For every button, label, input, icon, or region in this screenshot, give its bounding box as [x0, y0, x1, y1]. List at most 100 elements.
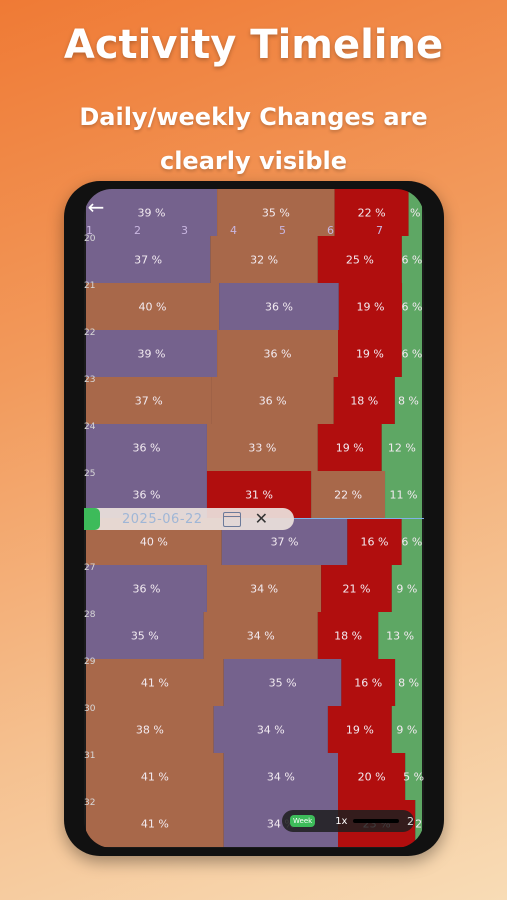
segment-green	[415, 800, 422, 847]
row-label: 28	[84, 610, 96, 620]
speed-slider[interactable]	[353, 819, 399, 823]
segment-purple	[86, 189, 218, 236]
segment-brown	[86, 800, 224, 847]
close-icon[interactable]: ✕	[254, 509, 268, 528]
segment-purple	[86, 236, 211, 283]
segment-label: 8 %	[398, 677, 419, 690]
column-number: 6	[327, 224, 334, 237]
segment-label: 37 %	[135, 395, 163, 408]
segment-brown	[86, 283, 220, 330]
segment-green	[381, 424, 422, 471]
segment-brown	[86, 706, 214, 753]
segment-purple	[223, 753, 338, 800]
hero-title: Activity Timeline	[63, 22, 444, 68]
segment-green	[401, 236, 422, 283]
segment-purple	[223, 659, 342, 706]
segment-red	[327, 706, 392, 753]
segment-label: 6 %	[401, 348, 422, 361]
segment-label: 5 %	[403, 771, 424, 784]
segment-label: 13 %	[386, 630, 414, 643]
selected-date-line	[294, 518, 424, 519]
segment-red	[317, 424, 382, 471]
mode-chip[interactable]: Week	[290, 815, 316, 827]
segment-label: 34 %	[267, 771, 295, 784]
segment-purple	[86, 330, 218, 377]
segment-label: 35 %	[262, 207, 290, 220]
segment-label: 35 %	[269, 677, 297, 690]
row-label: 25	[84, 469, 95, 479]
segment-purple	[86, 612, 204, 659]
row-label: 31	[84, 751, 95, 761]
column-number: 5	[279, 224, 286, 237]
segment-label: 31 %	[245, 489, 273, 502]
row-label: 22	[84, 328, 95, 338]
segment-purple	[86, 565, 207, 612]
row-label: 32	[84, 798, 95, 808]
segment-label: 11 %	[390, 489, 418, 502]
segment-label: 40 %	[140, 536, 168, 549]
segment-label: 6 %	[401, 254, 422, 267]
segment-label: 19 %	[346, 724, 374, 737]
segment-label: 36 %	[133, 442, 161, 455]
calendar-icon[interactable]	[222, 511, 241, 527]
segment-green	[378, 612, 422, 659]
segment-brown	[86, 377, 212, 424]
back-arrow-icon[interactable]: ←	[87, 195, 105, 219]
segment-label: 2	[415, 818, 422, 831]
segment-label: 18 %	[334, 630, 362, 643]
segment-red	[338, 330, 402, 377]
column-number: 7	[376, 224, 383, 237]
segment-label: 20 %	[358, 771, 386, 784]
row-label: 27	[84, 563, 95, 573]
segment-label: 16 %	[361, 536, 389, 549]
segment-label: 34 %	[250, 583, 278, 596]
speed-label[interactable]: 1x	[335, 815, 348, 827]
scroll-badge: 2	[407, 814, 414, 828]
segment-label: 22 %	[334, 489, 362, 502]
segment-green	[395, 659, 422, 706]
segment-label: 25 %	[346, 254, 374, 267]
segment-purple	[213, 706, 328, 753]
segment-label: 36 %	[265, 301, 293, 314]
row-label: 23	[84, 375, 95, 385]
segment-red	[341, 659, 396, 706]
segment-brown	[206, 565, 322, 612]
row-label: 29	[84, 657, 96, 667]
segment-brown	[217, 330, 338, 377]
segment-label: 19 %	[336, 442, 364, 455]
segment-green	[408, 189, 422, 236]
segment-label: 41 %	[141, 677, 169, 690]
drag-handle[interactable]	[84, 508, 100, 530]
segment-label: 41 %	[141, 818, 169, 831]
segment-red	[333, 377, 395, 424]
segment-label: 37 %	[134, 254, 162, 267]
hero-subtitle: Daily/weekly Changes are clearly visible	[79, 103, 428, 175]
segment-label: 36 %	[264, 348, 292, 361]
row-label: 24	[84, 422, 96, 432]
segment-brown	[86, 659, 224, 706]
segment-green	[394, 377, 422, 424]
segment-label: 19 %	[356, 348, 384, 361]
segment-label: 33 %	[248, 442, 276, 455]
date-picker-bar: 2025-06-22 ✕	[84, 508, 294, 530]
segment-green	[401, 330, 422, 377]
segment-purple	[219, 283, 339, 330]
segment-green	[391, 706, 422, 753]
phone-frame: 39 % 35 % 22 %% 1 2 3 4 5 6 7 37 % 32 % 25 % 6 % 20 40 …	[64, 181, 444, 856]
column-number: 1	[86, 224, 93, 237]
selected-date[interactable]: 2025-06-22	[122, 511, 203, 527]
segment-label: 6 %	[401, 536, 422, 549]
phone-screen: 39 % 35 % 22 %% 1 2 3 4 5 6 7 37 % 32 % 25 % 6 % 20 40 …	[84, 189, 424, 848]
segment-label: 37 %	[271, 536, 299, 549]
row-label: 21	[84, 281, 95, 291]
segment-label: 36 %	[133, 489, 161, 502]
segment-red	[334, 189, 409, 236]
segment-purple	[86, 424, 207, 471]
segment-label: %	[410, 207, 420, 220]
segment-red	[317, 236, 402, 283]
segment-label: 34 %	[257, 724, 285, 737]
segment-label: 6 %	[402, 301, 423, 314]
column-number: 3	[181, 224, 188, 237]
row-label: 30	[84, 704, 96, 714]
row-label: 20	[84, 234, 96, 244]
